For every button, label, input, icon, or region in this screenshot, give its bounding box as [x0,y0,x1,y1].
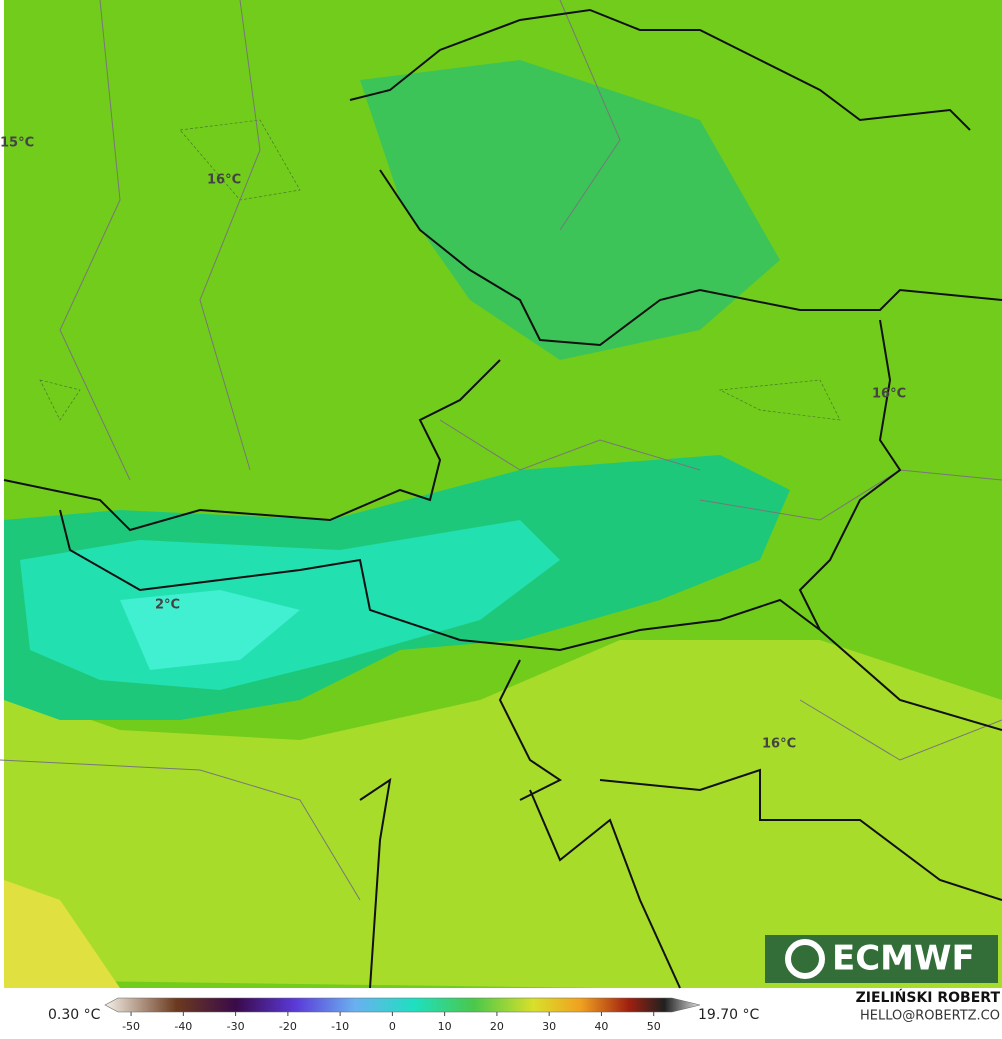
cool-zone [360,60,780,360]
logo-icon [785,939,825,979]
country-borders [3,8,1002,989]
contour-label: 16°C [762,737,796,752]
warm-zone [4,640,1002,988]
logo: ECMWF [765,935,998,983]
logo-text: ECMWF [832,939,975,979]
credit-author: ZIELIŃSKI ROBERT [856,988,1001,1006]
colorbar-tick-label: -10 [331,1020,349,1033]
colorbar-tick-label: 0 [389,1020,396,1033]
colorbar [104,997,701,1013]
alpine-peak [120,590,300,670]
colorbar-tick-label: 20 [490,1020,504,1033]
credit-email: HELLO@ROBERTZ.CO [860,1009,1000,1024]
warm-spot [4,880,120,988]
colorbar-tick-label: -20 [279,1020,297,1033]
contour-label: 16°C [207,173,241,188]
contour-label: 2°C [155,598,180,613]
colorbar-tick-label: -40 [174,1020,192,1033]
colorbar-tick-label: -30 [227,1020,245,1033]
colorbar-tick-label: 30 [542,1020,556,1033]
contour [39,119,841,421]
colorbar-min-label: 0.30 °C [48,1007,101,1023]
contour-label: 16°C [872,387,906,402]
map: 15°C 16°C 16°C 2°C 16°C ECMWF [0,0,1002,989]
colorbar-tick-label: 40 [594,1020,608,1033]
colorbar-tick-label: 10 [438,1020,452,1033]
contour-label: 15°C [0,136,34,151]
admin-borders [0,0,1002,901]
colorbar-tick-label: -50 [122,1020,140,1033]
colorbar-tick-label: 50 [647,1020,661,1033]
colorbar-max-label: 19.70 °C [698,1007,760,1023]
